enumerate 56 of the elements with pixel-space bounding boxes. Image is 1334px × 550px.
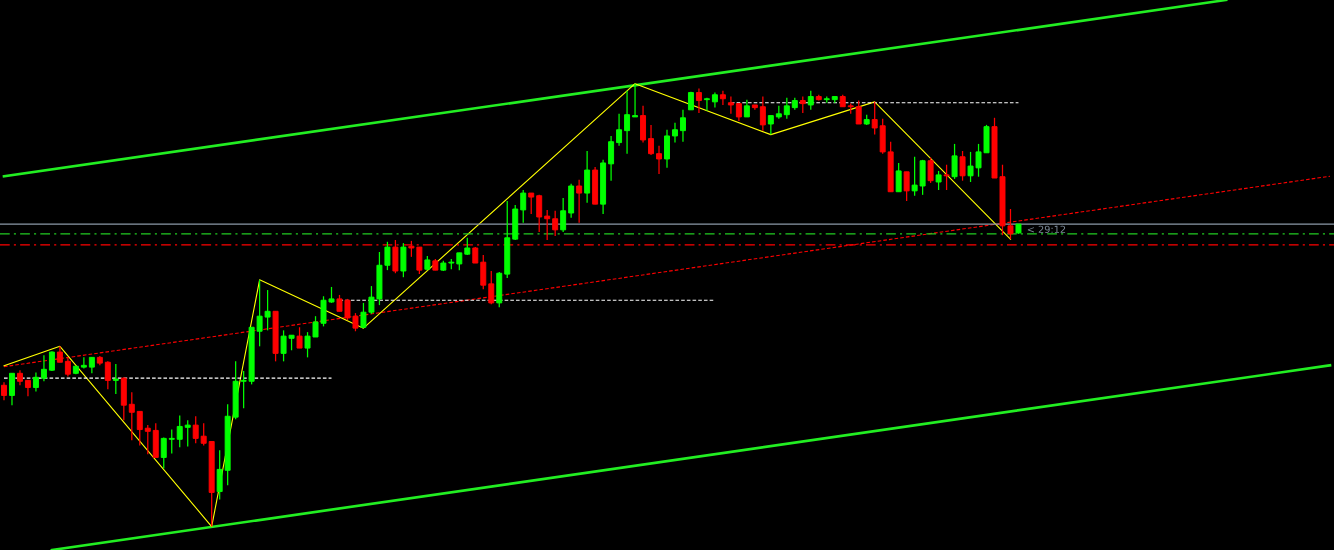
- candlestick: [296, 326, 303, 349]
- candlestick: [192, 415, 199, 444]
- candlestick: [9, 372, 15, 406]
- candlestick: [935, 170, 942, 191]
- candlestick: [727, 95, 734, 115]
- candlestick: [536, 194, 543, 233]
- candlestick: [807, 90, 814, 111]
- candlestick: [584, 150, 591, 204]
- candlestick: [759, 95, 766, 132]
- candlestick: [160, 436, 167, 470]
- candlestick: [959, 150, 966, 182]
- candlestick: [128, 391, 135, 441]
- candlestick: [783, 97, 790, 120]
- candlestick: [951, 143, 958, 180]
- candlestick: [520, 189, 527, 224]
- candlestick: [576, 179, 583, 224]
- candlestick: [112, 363, 119, 395]
- candlestick: [679, 109, 686, 143]
- candlestick: [560, 197, 567, 233]
- candlestick: [648, 124, 655, 156]
- candlestick: [672, 122, 678, 144]
- candlestick: [80, 356, 87, 370]
- candlestick: [216, 449, 223, 501]
- candlestick: [608, 135, 615, 182]
- candlestick: [528, 192, 535, 215]
- candlestick: [136, 410, 143, 447]
- candlestick: [903, 171, 910, 202]
- candlestick: [624, 90, 631, 155]
- annotation: < 29:12: [1027, 225, 1066, 233]
- candlestick: [719, 90, 726, 106]
- candlestick: [703, 97, 710, 112]
- candlestick: [616, 113, 623, 147]
- candlestick: [32, 371, 39, 393]
- candlestick: [144, 424, 151, 455]
- candlestick: [400, 242, 407, 278]
- candlestick: [184, 419, 191, 448]
- candlestick: [656, 145, 662, 175]
- candlestick: [632, 83, 639, 118]
- candlestick: [1, 381, 7, 401]
- candlestick: [168, 428, 175, 455]
- candlestick: [871, 101, 878, 136]
- candlestick: [544, 209, 551, 241]
- candlestick: [943, 164, 950, 191]
- candlestick: [176, 414, 183, 448]
- candlestick: [695, 87, 702, 114]
- candlestick: [927, 157, 934, 184]
- candlestick: [480, 254, 487, 290]
- candlestick: [664, 129, 670, 169]
- candlestick: [767, 114, 774, 136]
- candlestick: [104, 360, 111, 390]
- candlestick: [40, 354, 47, 382]
- candlestick: [488, 270, 495, 305]
- candlestick: [552, 210, 559, 237]
- candlestick: [895, 162, 902, 193]
- candlestick: [855, 99, 862, 125]
- candlestick: [200, 422, 207, 447]
